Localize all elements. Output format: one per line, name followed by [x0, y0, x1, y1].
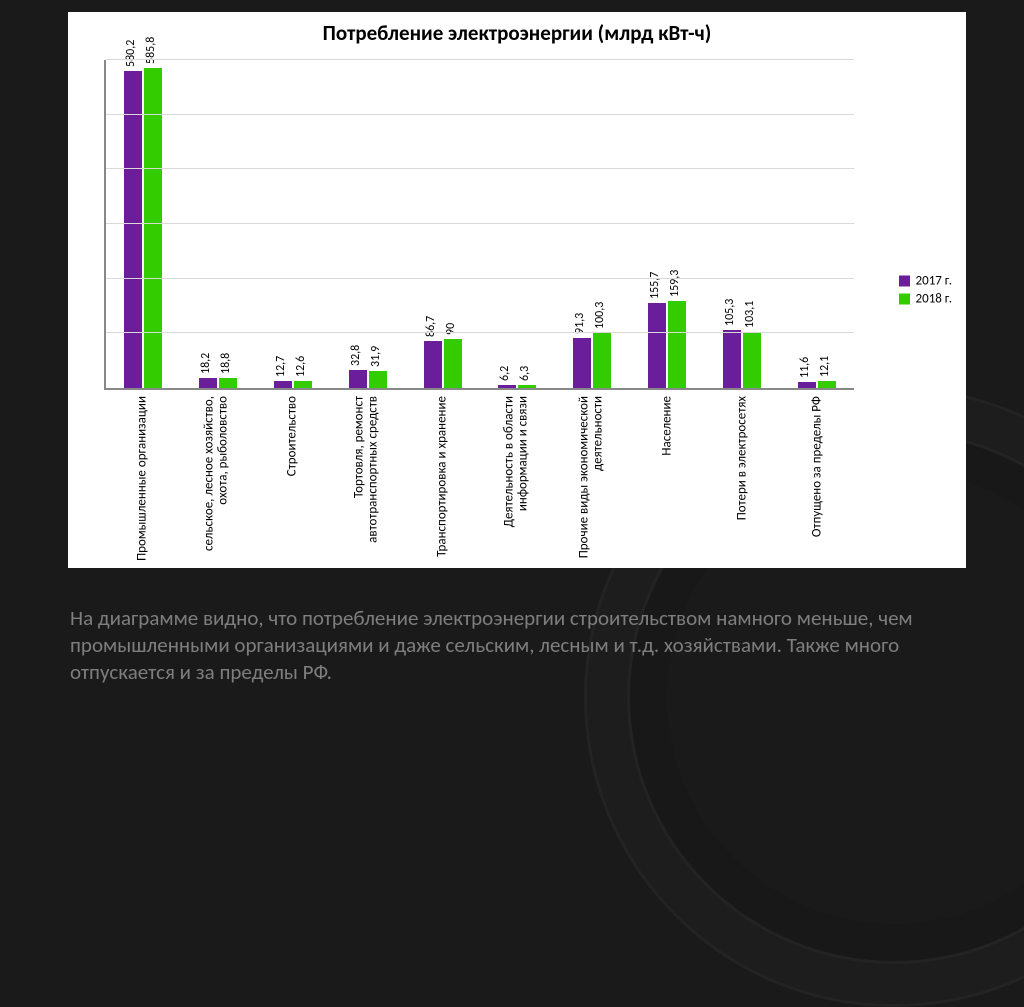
bar: 12,7 [274, 381, 292, 388]
grid-line [106, 59, 854, 60]
bar-value-label: 86,7 [424, 315, 438, 336]
bar-value-label: 18,2 [199, 353, 213, 374]
grid-line [106, 278, 854, 279]
bar: 155,7 [648, 303, 666, 388]
bar-value-label: 11,6 [798, 356, 812, 377]
legend-item: 2017 г. [899, 274, 952, 289]
bar-value-label: 105,3 [723, 299, 737, 326]
grid-line [106, 114, 854, 115]
legend: 2017 г. 2018 г. [899, 271, 952, 310]
legend-swatch [899, 276, 910, 287]
legend-label: 2018 г. [916, 292, 952, 307]
bar: 11,6 [798, 382, 816, 388]
x-axis-labels: Промышленные организации сельское, лесное… [104, 390, 854, 566]
bar-value-label: 103,1 [743, 300, 757, 327]
bar: 32,8 [349, 370, 367, 388]
bar-value-label: 32,8 [349, 345, 363, 366]
legend-swatch [899, 294, 910, 305]
x-axis-label: Транспортировка и хранение [434, 396, 449, 557]
plot-wrap: 580,2585,818,218,812,712,632,831,986,790… [104, 60, 854, 568]
x-label-cell: сельское, лесное хозяйство, охота, рыбол… [179, 390, 254, 566]
bar-value-label: 12,7 [274, 356, 288, 377]
x-label-cell: Тортовля, ремонст автотранспортных средс… [329, 390, 404, 566]
plot-area: 580,2585,818,218,812,712,632,831,986,790… [104, 60, 854, 390]
bar-value-label: 91,3 [573, 313, 587, 334]
bar-value-label: 12,6 [294, 356, 308, 377]
x-label-cell: Деятельность в области информации и связ… [479, 390, 554, 566]
x-axis-label: Прочие виды экономической деятельности [577, 396, 606, 558]
bar: 159,3 [668, 301, 686, 388]
bar: 12,6 [294, 381, 312, 388]
x-axis-label: Отпущено за пределы РФ [809, 396, 824, 537]
legend-item: 2018 г. [899, 292, 952, 307]
category-column: 11,612,1 [779, 60, 854, 388]
x-label-cell: Строительство [254, 390, 329, 566]
category-column: 32,831,9 [330, 60, 405, 388]
category-column: 86,790 [405, 60, 480, 388]
category-column: 91,3100,3 [555, 60, 630, 388]
category-column: 580,2585,8 [106, 60, 181, 388]
bar-value-label: 159,3 [668, 270, 682, 297]
bar: 6,2 [498, 385, 516, 388]
bar-value-label: 6,2 [498, 365, 512, 380]
x-axis-label: Население [659, 396, 674, 456]
bar: 105,3 [723, 330, 741, 388]
bar: 91,3 [573, 338, 591, 388]
x-axis-label: Промышленные организации [134, 396, 149, 561]
x-axis-label: сельское, лесное хозяйство, охота, рыбол… [202, 396, 231, 551]
x-label-cell: Отпущено за пределы РФ [779, 390, 854, 566]
x-axis-label: Строительство [284, 396, 299, 476]
bar-value-label: 12,1 [818, 356, 832, 377]
x-label-cell: Потери в электросетях [704, 390, 779, 566]
x-label-cell: Прочие виды экономической деятельности [554, 390, 629, 566]
x-axis-label: Деятельность в области информации и связ… [502, 396, 531, 527]
bar: 31,9 [369, 371, 387, 388]
grid-line [106, 168, 854, 169]
legend-label: 2017 г. [916, 274, 952, 289]
grid-line [106, 223, 854, 224]
bar: 90 [444, 339, 462, 388]
bar: 18,2 [199, 378, 217, 388]
bar: 86,7 [424, 341, 442, 388]
bar-value-label: 6,3 [518, 365, 532, 380]
caption-text: На диаграмме видно, что потребление элек… [70, 605, 964, 686]
grid-line [106, 332, 854, 333]
category-column: 105,3103,1 [704, 60, 779, 388]
chart-title: Потребление электроэнергии (млрд кВт-ч) [68, 12, 966, 46]
x-label-cell: Транспортировка и хранение [404, 390, 479, 566]
x-axis-label: Тортовля, ремонст автотранспортных средс… [352, 396, 381, 543]
category-column: 18,218,8 [181, 60, 256, 388]
bars-row: 580,2585,818,218,812,712,632,831,986,790… [106, 60, 854, 388]
bar-value-label: 100,3 [593, 302, 607, 329]
category-column: 12,712,6 [256, 60, 331, 388]
category-column: 155,7159,3 [630, 60, 705, 388]
category-column: 6,26,3 [480, 60, 555, 388]
bar: 12,1 [818, 381, 836, 388]
bar: 103,1 [743, 332, 761, 388]
bar-value-label: 580,2 [124, 40, 138, 67]
bar: 18,8 [219, 378, 237, 388]
bar-value-label: 155,7 [648, 272, 662, 299]
x-label-cell: Промышленные организации [104, 390, 179, 566]
bar: 585,8 [144, 68, 162, 388]
bar: 580,2 [124, 71, 142, 388]
bar-value-label: 18,8 [219, 352, 233, 373]
x-label-cell: Население [629, 390, 704, 566]
chart-panel: Потребление электроэнергии (млрд кВт-ч) … [68, 12, 966, 568]
bar: 100,3 [593, 333, 611, 388]
bar-value-label: 31,9 [369, 345, 383, 366]
x-axis-label: Потери в электросетях [734, 396, 749, 520]
bar: 6,3 [518, 385, 536, 388]
